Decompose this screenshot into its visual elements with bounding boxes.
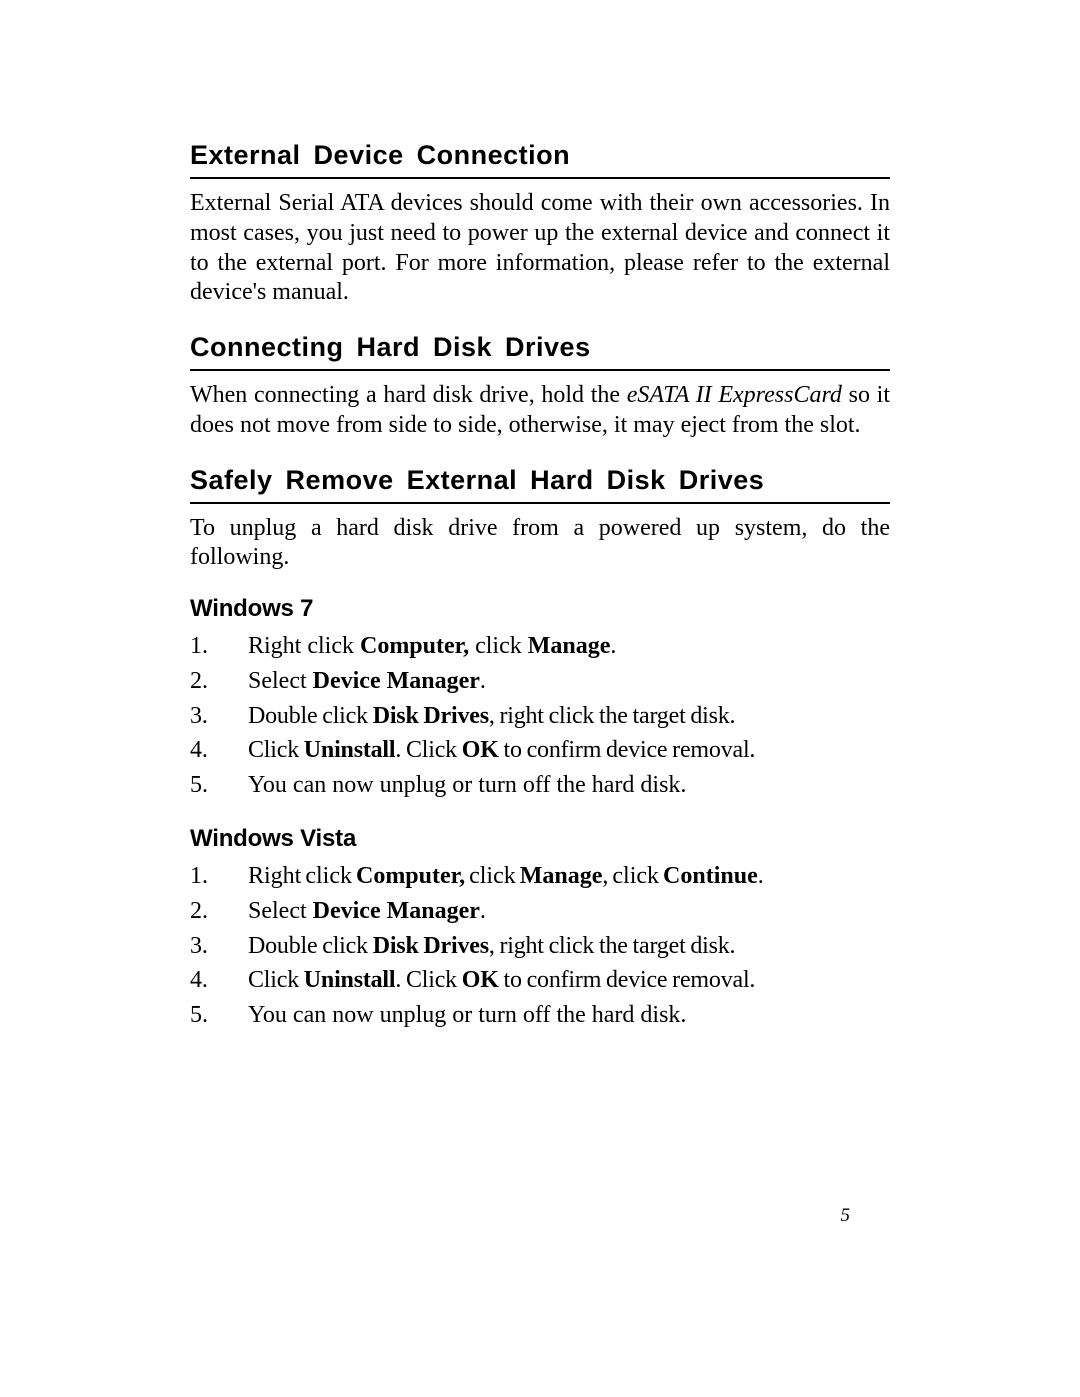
text-run: . [758,863,764,889]
bold-manage: Manage [528,633,611,659]
text-run: . Click [395,737,461,763]
list-item: Double click Disk Drives, right click th… [190,699,890,734]
text-run: to confirm device removal. [499,967,756,993]
text-run: . [610,633,616,659]
para-safely: To unplug a hard disk drive from a power… [190,514,890,574]
list-item: Click Uninstall. Click OK to confirm dev… [190,733,890,768]
list-windows-7: Right click Computer, click Manage. Sele… [190,629,890,803]
page-number: 5 [841,1205,851,1227]
list-item: Right click Computer, click Manage, clic… [190,859,890,894]
text-run: Click [248,737,304,763]
subheading-windows-7: Windows 7 [190,595,890,623]
text-run: . Click [395,967,461,993]
bold-disk-drives: Disk Drives [373,933,489,959]
list-windows-vista: Right click Computer, click Manage, clic… [190,859,890,1033]
bold-manage: Manage [520,863,603,889]
text-run: Double click [248,933,373,959]
bold-ok: OK [462,737,499,763]
heading-connecting-hdd: Connecting Hard Disk Drives [190,332,890,371]
bold-uninstall: Uninstall [304,967,396,993]
bold-continue: Continue [663,863,758,889]
text-run: You can now unplug or turn off the hard … [248,772,686,798]
text-run: . [480,668,486,694]
para-connecting: When connecting a hard disk drive, hold … [190,381,890,441]
bold-computer: Computer, [356,863,465,889]
list-item: Select Device Manager. [190,894,890,929]
list-item: You can now unplug or turn off the hard … [190,768,890,803]
text-run: Select [248,668,313,694]
text-run: click [465,863,520,889]
bold-computer: Computer, [360,633,469,659]
heading-safely-remove: Safely Remove External Hard Disk Drives [190,465,890,504]
text-run: click [469,633,528,659]
text-run: You can now unplug or turn off the hard … [248,1002,686,1028]
text-run: to confirm device removal. [499,737,756,763]
heading-external-device-connection: External Device Connection [190,140,890,179]
text-run: Select [248,898,313,924]
text-run: . [480,898,486,924]
list-item: Right click Computer, click Manage. [190,629,890,664]
bold-disk-drives: Disk Drives [373,703,489,729]
text-run: When connecting a hard disk drive, hold … [190,382,627,408]
italic-esata: eSATA II ExpressCard [627,382,842,408]
bold-uninstall: Uninstall [304,737,396,763]
list-item: Select Device Manager. [190,664,890,699]
list-item: Double click Disk Drives, right click th… [190,929,890,964]
text-run: , right click the target disk. [489,703,736,729]
bold-device-manager: Device Manager [313,668,480,694]
para-external: External Serial ATA devices should come … [190,189,890,308]
text-run: Right click [248,863,356,889]
list-item: Click Uninstall. Click OK to confirm dev… [190,963,890,998]
subheading-windows-vista: Windows Vista [190,825,890,853]
text-run: , right click the target disk. [489,933,736,959]
text-run: Click [248,967,304,993]
text-run: Double click [248,703,373,729]
text-run: Right click [248,633,360,659]
list-item: You can now unplug or turn off the hard … [190,998,890,1033]
document-page: External Device Connection External Seri… [0,0,1080,1033]
text-run: , click [602,863,663,889]
bold-device-manager: Device Manager [313,898,480,924]
bold-ok: OK [462,967,499,993]
